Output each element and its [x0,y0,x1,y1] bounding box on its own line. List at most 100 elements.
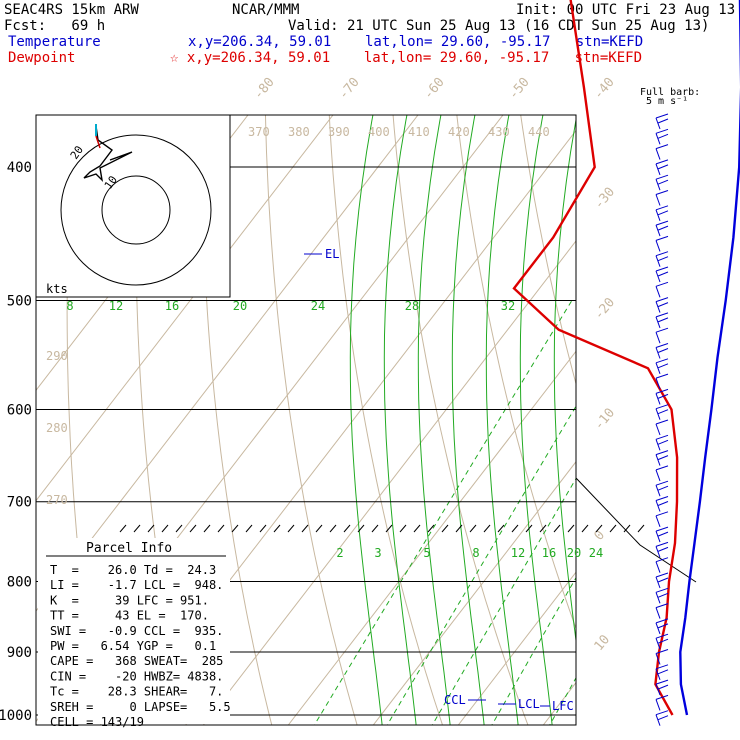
wind-barb-flag [657,179,669,185]
wind-barb [655,638,661,650]
wind-barb-flag [655,266,669,272]
wind-barb-flag [655,159,669,165]
parcel-info-row: CIN = -20 HWBZ= 4838. [50,669,223,683]
moist-adiabat [656,0,740,740]
wind-barb-flag [657,118,669,124]
wind-barb-flag [655,434,669,440]
wind-barb-flag [655,281,669,287]
mixing-ratio-label: 24 [311,299,325,313]
wind-barb-flag [655,603,669,609]
wind-barb-flag [655,388,669,394]
mixing-ratio-label: 28 [405,299,419,313]
hatch-mark [329,524,337,533]
pressure-label: 900 [7,645,32,661]
wind-barb [655,607,661,619]
dry-adiabat [392,115,529,725]
hodograph-outer-ring [60,134,212,286]
wind-barb [655,377,661,390]
moist-adiabat [519,115,553,725]
chart-frame-extension [575,477,697,583]
hatch-mark [539,524,547,533]
wind-barb [655,393,661,405]
wind-barb [655,683,661,696]
hatch-mark [147,524,155,533]
model-title: SEAC4RS 15km ARW [4,2,139,18]
wind-barb [655,347,661,359]
hatch-mark [357,524,365,533]
dry-adiabat [649,0,740,740]
pressure-label: 800 [7,575,32,591]
moist-adiabat [349,115,383,725]
wind-barb-flag [657,669,669,675]
wind-barb [655,439,661,451]
wind-barb-flag [657,317,669,323]
level-label: CCL [444,693,466,707]
theta-label: 290 [46,349,68,363]
hatch-mark [217,524,225,533]
isotherm-label: -20 [592,295,619,323]
hatch-mark [399,524,407,533]
chart-frame [35,114,577,726]
forecast-hour: Fcst: 69 h [4,18,106,34]
wind-barb [655,423,661,436]
wind-barb [655,224,661,237]
mixing-ratio-line [549,676,576,725]
hatch-mark [637,524,645,533]
wind-barb-flag [655,511,669,517]
mixing-ratio-label: 2 [336,546,343,560]
hatch-mark [231,524,239,533]
parcel-info-row: TT = 43 EL = 170. [50,609,209,623]
level-label: LFC [552,699,574,713]
wind-barb-flag [655,572,669,578]
pressure-label: 300 [7,0,32,4]
moist-adiabat [485,115,519,725]
wind-barb [655,530,661,543]
dry-adiabat [548,0,740,740]
parcel-info-row: T = 26.0 Td = 24.3 [50,563,216,577]
parcel-info-row: SWI = -0.9 CCL = 935. [50,624,223,638]
wind-barb-flag [655,128,669,134]
hodograph: 20 10 kts [35,114,231,298]
wind-barb-flag [657,363,669,369]
theta-label: 390 [328,125,350,139]
wind-barb-flag [657,348,669,353]
temperature-legend: Temperature [8,34,101,50]
org-title: NCAR/MMM [232,2,300,18]
dry-adiabat [456,115,576,630]
mixing-ratio-label: 16 [542,546,556,560]
wind-barb-flag [657,592,669,598]
wind-barb [655,699,661,711]
wind-barb [655,209,661,221]
wind-barb-flag [657,210,669,216]
wind-barb [655,163,661,176]
valid-time: Valid: 21 UTC Sun 25 Aug 13 (16 CDT Sun … [288,18,710,34]
hatch-mark [595,524,603,533]
theta-label: 370 [248,125,270,139]
isotherm-label: -80 [251,75,278,103]
level-label: LCL [518,697,540,711]
pressure-label: 500 [7,293,32,309]
parcel-info-row: CAPE = 368 SWEAT= 285 [50,654,223,668]
wind-barb-flag [655,190,669,195]
hatch-mark [273,524,281,533]
temperature-location: x,y=206.34, 59.01 lat,lon= 29.60, -95.17… [188,34,644,50]
wind-barb [655,240,661,252]
parcel-info-title: Parcel Info [86,541,172,556]
mixing-ratio-label: 12 [511,546,525,560]
isotherm-line [457,571,576,725]
wind-barb-flag [657,531,669,537]
hatch-mark [427,524,435,533]
hatch-mark [525,524,533,533]
wind-barb-flag [655,373,669,379]
wind-barb-flag [657,501,669,506]
wind-barb [655,255,661,267]
wind-barb [655,408,661,420]
wind-barb-flag [655,679,669,685]
dewpoint-location: ☆ x,y=206.34, 59.01 lat,lon= 29.60, -95.… [170,50,643,66]
wind-barb-flag [657,439,669,445]
wind-barb-flag [655,404,669,410]
wind-barb-flag [655,541,669,547]
mixing-ratio-label: 12 [109,299,123,313]
wind-barb-flag [655,664,669,670]
dry-adiabat [200,115,273,725]
